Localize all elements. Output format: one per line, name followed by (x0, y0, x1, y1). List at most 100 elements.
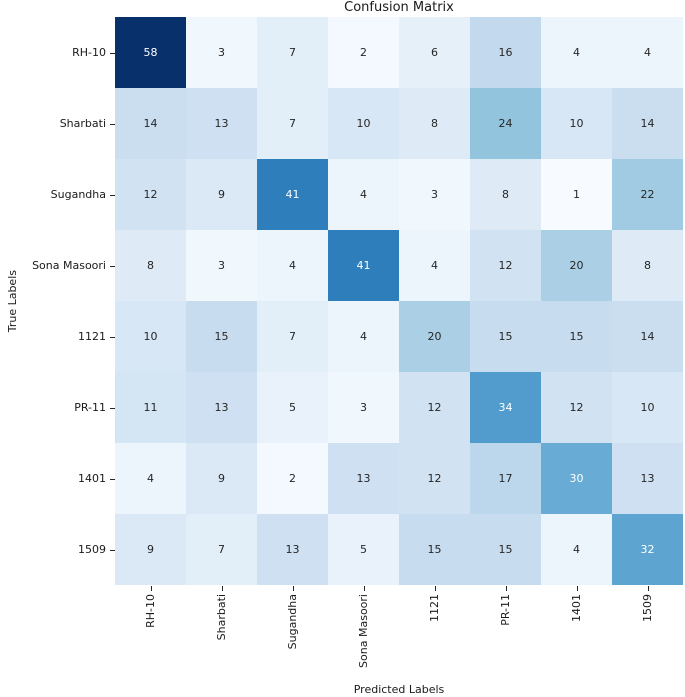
chart-title: Confusion Matrix (344, 0, 454, 15)
heatmap-cell: 1 (541, 159, 612, 230)
heatmap-cell: 13 (257, 514, 328, 585)
heatmap-cell: 7 (257, 17, 328, 88)
heatmap-cell: 14 (115, 88, 186, 159)
y-tick-mark (110, 266, 115, 267)
heatmap-cell: 14 (612, 88, 683, 159)
heatmap-cell: 2 (257, 443, 328, 514)
y-tick-label: Sona Masoori (32, 259, 106, 272)
heatmap-cell: 13 (186, 372, 257, 443)
x-tick-labels: RH-10 Sharbati Sugandha Sona Masoori 1121 PR-… (115, 594, 683, 682)
y-tick-mark (110, 550, 115, 551)
heatmap-cell: 4 (541, 17, 612, 88)
x-tick-mark (293, 586, 294, 591)
heatmap-cell: 13 (612, 443, 683, 514)
heatmap-grid: 58 3 7 2 6 16 4 4 14 13 7 10 8 24 10 14 12 9 41 4 3 8 1 22 8 3 4 41… (115, 17, 683, 585)
heatmap-cell: 11 (115, 372, 186, 443)
y-tick-label: Sharbati (59, 117, 106, 130)
heatmap-cell: 22 (612, 159, 683, 230)
heatmap-cell: 12 (541, 372, 612, 443)
x-tick-mark (577, 586, 578, 591)
x-tick-mark (435, 586, 436, 591)
heatmap-cell: 12 (115, 159, 186, 230)
heatmap-cell: 8 (612, 230, 683, 301)
heatmap-cell: 5 (328, 514, 399, 585)
heatmap-cell: 24 (470, 88, 541, 159)
y-tick-label: 1509 (78, 543, 106, 556)
heatmap-cell: 8 (470, 159, 541, 230)
heatmap-cell: 41 (328, 230, 399, 301)
heatmap-cell: 20 (399, 301, 470, 372)
y-tick-labels: RH-10 Sharbati Sugandha Sona Masoori 1121 PR-… (0, 17, 106, 585)
x-tick-label: Sharbati (215, 594, 228, 641)
heatmap-cell: 9 (115, 514, 186, 585)
x-tick-mark (222, 586, 223, 591)
heatmap-cell: 10 (612, 372, 683, 443)
heatmap-cell: 4 (399, 230, 470, 301)
heatmap-cell: 41 (257, 159, 328, 230)
y-tick-mark (110, 408, 115, 409)
heatmap-cell: 20 (541, 230, 612, 301)
heatmap-cell: 2 (328, 17, 399, 88)
y-tick-mark (110, 195, 115, 196)
y-tick-label: Sugandha (50, 188, 106, 201)
heatmap-cell: 3 (186, 230, 257, 301)
heatmap-cell: 6 (399, 17, 470, 88)
y-tick-mark (110, 337, 115, 338)
y-tick-mark (110, 124, 115, 125)
heatmap-cell: 4 (257, 230, 328, 301)
heatmap-cell: 15 (470, 301, 541, 372)
heatmap-cell: 58 (115, 17, 186, 88)
x-tick-label: 1401 (570, 594, 583, 622)
heatmap-cell: 12 (399, 372, 470, 443)
x-tick-mark (648, 586, 649, 591)
x-tick-label: RH-10 (144, 594, 157, 628)
heatmap-cell: 8 (399, 88, 470, 159)
heatmap-cell: 14 (612, 301, 683, 372)
y-tick-label: 1401 (78, 472, 106, 485)
heatmap-cell: 10 (115, 301, 186, 372)
heatmap-cell: 15 (541, 301, 612, 372)
heatmap-cell: 4 (541, 514, 612, 585)
heatmap-cell: 7 (186, 514, 257, 585)
heatmap-cell: 3 (328, 372, 399, 443)
x-tick-label: Sugandha (286, 594, 299, 650)
heatmap-cell: 7 (257, 88, 328, 159)
heatmap-cell: 8 (115, 230, 186, 301)
x-axis-label: Predicted Labels (353, 683, 445, 696)
heatmap-cell: 12 (470, 230, 541, 301)
y-tick-mark (110, 479, 115, 480)
heatmap-cell: 17 (470, 443, 541, 514)
heatmap-cell: 3 (186, 17, 257, 88)
x-tick-label: 1509 (641, 594, 654, 622)
x-tick-label: PR-11 (499, 594, 512, 626)
heatmap-cell: 4 (328, 159, 399, 230)
heatmap-cell: 16 (470, 17, 541, 88)
heatmap-cell: 13 (186, 88, 257, 159)
heatmap-cell: 9 (186, 159, 257, 230)
heatmap-cell: 13 (328, 443, 399, 514)
x-tick-label: 1121 (428, 594, 441, 622)
heatmap-cell: 32 (612, 514, 683, 585)
y-tick-label: 1121 (78, 330, 106, 343)
heatmap-cell: 4 (612, 17, 683, 88)
x-tick-mark (506, 586, 507, 591)
x-tick-mark (364, 586, 365, 591)
heatmap-cell: 15 (470, 514, 541, 585)
y-tick-label: RH-10 (72, 46, 106, 59)
y-tick-mark (110, 53, 115, 54)
heatmap-cell: 4 (328, 301, 399, 372)
heatmap-cell: 30 (541, 443, 612, 514)
y-tick-label: PR-11 (74, 401, 106, 414)
heatmap-cell: 10 (541, 88, 612, 159)
heatmap-cell: 12 (399, 443, 470, 514)
heatmap-cell: 15 (399, 514, 470, 585)
heatmap-cell: 4 (115, 443, 186, 514)
x-tick-mark (151, 586, 152, 591)
x-tick-label: Sona Masoori (357, 594, 370, 668)
heatmap-cell: 9 (186, 443, 257, 514)
heatmap-cell: 34 (470, 372, 541, 443)
heatmap-cell: 15 (186, 301, 257, 372)
heatmap-cell: 10 (328, 88, 399, 159)
heatmap-cell: 7 (257, 301, 328, 372)
